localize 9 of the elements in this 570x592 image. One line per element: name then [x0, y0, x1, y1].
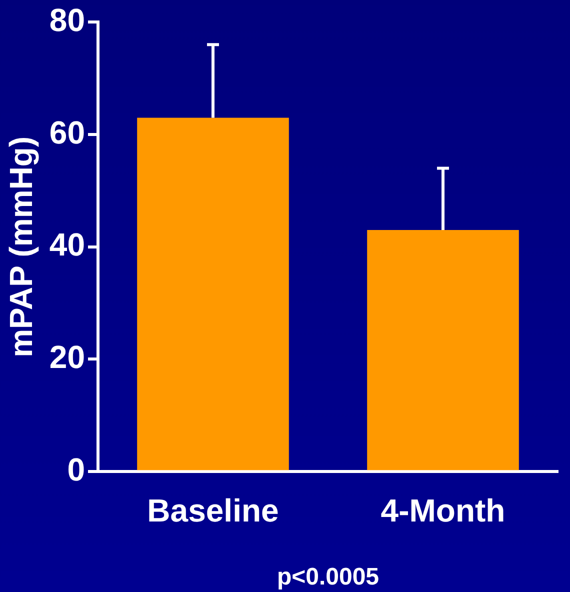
x-tick-label: 4-Month: [380, 492, 506, 529]
y-tick-label: 60: [49, 114, 85, 150]
y-tick-label: 0: [67, 451, 85, 488]
x-tick-label: Baseline: [147, 492, 279, 529]
text: p<0.0005: [276, 564, 380, 591]
y-tick-label: 40: [49, 226, 85, 263]
y-tick-label: 20: [49, 339, 85, 376]
y-tick-label: 80: [49, 2, 85, 38]
y-axis-title: mPAP (mmHg): [3, 136, 40, 358]
